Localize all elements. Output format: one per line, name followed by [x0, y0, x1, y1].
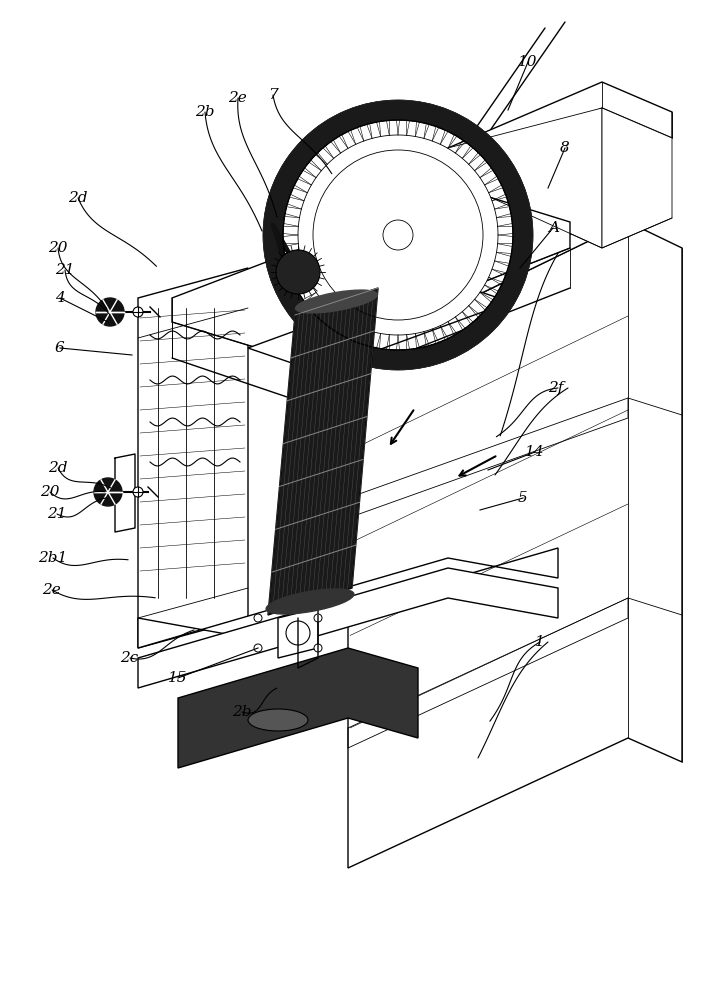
Text: 2e: 2e: [42, 583, 61, 597]
Circle shape: [94, 478, 122, 506]
Text: 20: 20: [48, 241, 67, 255]
Polygon shape: [138, 268, 248, 648]
Circle shape: [314, 644, 322, 652]
Polygon shape: [602, 108, 672, 248]
Text: 14: 14: [525, 445, 544, 459]
Polygon shape: [138, 548, 558, 648]
Text: A: A: [548, 221, 559, 235]
Polygon shape: [248, 278, 510, 372]
Polygon shape: [448, 108, 602, 248]
Circle shape: [96, 298, 124, 326]
Polygon shape: [276, 250, 320, 294]
Polygon shape: [263, 100, 533, 370]
Polygon shape: [172, 188, 570, 358]
Text: 2b1: 2b1: [38, 551, 67, 565]
Text: 2d: 2d: [68, 191, 87, 205]
Text: 20: 20: [40, 485, 59, 499]
Polygon shape: [298, 135, 498, 335]
Text: 2c: 2c: [120, 651, 138, 665]
Text: 10: 10: [518, 55, 538, 69]
Circle shape: [254, 614, 262, 622]
Text: 1: 1: [535, 635, 545, 649]
Circle shape: [133, 487, 143, 497]
Polygon shape: [138, 568, 558, 688]
Text: 4: 4: [55, 291, 64, 305]
Text: 5: 5: [518, 491, 528, 505]
Circle shape: [286, 621, 310, 645]
Polygon shape: [278, 608, 318, 658]
Ellipse shape: [266, 589, 354, 614]
Text: 2d: 2d: [48, 461, 67, 475]
Polygon shape: [178, 648, 418, 768]
Ellipse shape: [248, 709, 308, 731]
Text: 15: 15: [168, 671, 188, 685]
Text: 21: 21: [47, 507, 67, 521]
Polygon shape: [268, 288, 378, 615]
Polygon shape: [348, 222, 682, 868]
Circle shape: [314, 614, 322, 622]
Text: 7: 7: [268, 88, 278, 102]
Text: 2b: 2b: [195, 105, 215, 119]
Text: 8: 8: [560, 141, 570, 155]
Text: 2f: 2f: [548, 381, 563, 395]
Text: 2e: 2e: [228, 91, 247, 105]
Circle shape: [254, 644, 262, 652]
Text: 2b: 2b: [232, 705, 251, 719]
Ellipse shape: [296, 290, 377, 313]
Circle shape: [133, 307, 143, 317]
Polygon shape: [448, 82, 672, 178]
Text: 21: 21: [55, 263, 74, 277]
Text: 6: 6: [55, 341, 64, 355]
